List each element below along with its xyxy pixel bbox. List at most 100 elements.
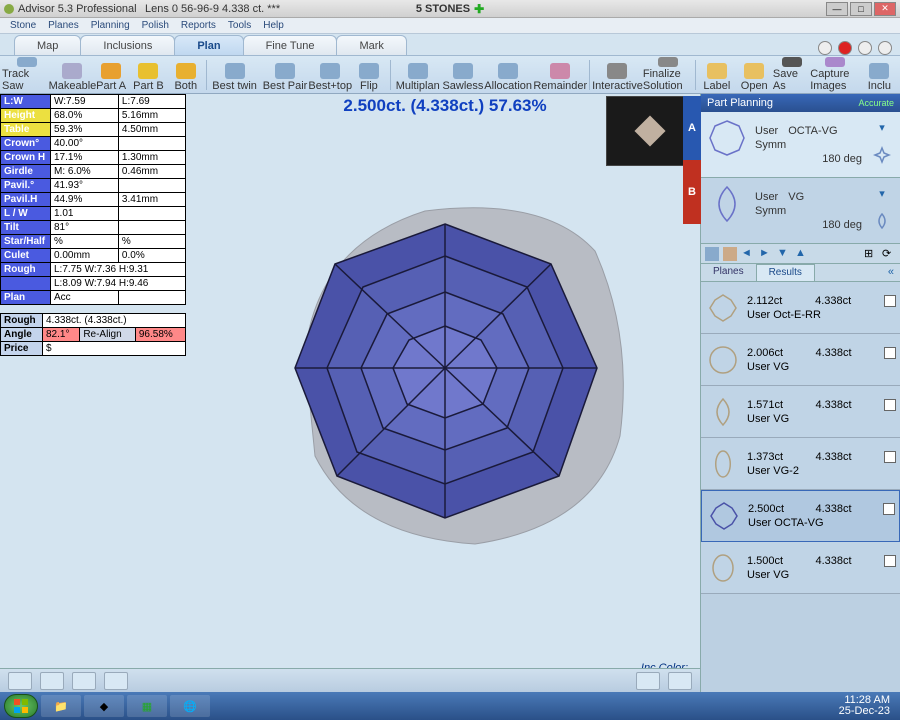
nav-back-icon[interactable] [818,41,832,55]
refresh-icon[interactable]: ⟳ [882,247,896,261]
result-row[interactable]: 2.112ct4.338ct User Oct-E-RR [701,282,900,334]
result-row[interactable]: 1.571ct4.338ct User VG [701,386,900,438]
task-chrome[interactable]: 🌐 [170,695,210,717]
part-planning-header: Part Planning Accurate [701,94,900,112]
subtab-results[interactable]: Results [756,264,815,281]
side-shape-icon[interactable] [872,211,892,234]
tab-mark[interactable]: Mark [336,35,406,55]
app-title: Advisor 5.3 Professional Lens 0 56-96-9 … [18,3,280,15]
settings-icon[interactable] [858,41,872,55]
collapse-icon[interactable]: « [882,264,900,281]
tab-part-b[interactable]: B [683,160,701,224]
arrow-up-icon[interactable]: ▲ [795,247,809,261]
tool-best-twin[interactable]: Best twin [209,57,259,93]
task-excel[interactable]: ▦ [127,695,167,717]
tool-open[interactable]: Open [736,57,773,93]
maximize-button[interactable]: □ [850,2,872,16]
tab-inclusions[interactable]: Inclusions [80,35,175,55]
result-row[interactable]: 1.373ct4.338ct User VG-2 [701,438,900,490]
accuracy-mode[interactable]: Accurate [858,98,894,108]
grid-icon[interactable]: ⊞ [864,247,878,261]
sub-tab-bar: PlanesResults « [701,264,900,282]
tool-part-a[interactable]: Part A [92,57,129,93]
chevron-down-icon[interactable]: ▾ [879,121,885,134]
tool-inclu[interactable]: Inclu [861,57,898,93]
results-list: 2.112ct4.338ct User Oct-E-RR 2.006ct4.33… [701,282,900,594]
sec-btn-4[interactable] [104,672,128,690]
tab-part-a[interactable]: A [683,96,701,160]
tool-part-b[interactable]: Part B [130,57,167,93]
menu-polish[interactable]: Polish [138,20,173,31]
tool-interactive[interactable]: Interactive [592,57,643,93]
result-ct: 2.112ct [747,295,782,307]
result-checkbox[interactable] [884,451,896,463]
slot-b[interactable]: UserVG Symm 180 deg ▾ [701,178,900,244]
param-lw: L:W [1,95,51,109]
result-checkbox[interactable] [884,555,896,567]
result-row[interactable]: 1.500ct4.338ct User VG [701,542,900,594]
param-crownh: Crown H [1,151,51,165]
task-explorer[interactable]: 📁 [41,695,81,717]
tool-icon-1[interactable] [705,247,719,261]
realign-button[interactable]: Re-Align [80,328,136,342]
minimize-button[interactable]: — [826,2,848,16]
tool-sawless[interactable]: Sawless [443,57,483,93]
tool-save-as[interactable]: Save As [773,57,810,93]
sec-btn-3[interactable] [72,672,96,690]
arrow-right-icon[interactable]: ► [759,247,773,261]
arrow-down-icon[interactable]: ▼ [777,247,791,261]
help-icon[interactable] [878,41,892,55]
tool-best-pair[interactable]: Best Pair [260,57,310,93]
tab-plan[interactable]: Plan [174,35,243,55]
record-icon[interactable] [838,41,852,55]
slot-a[interactable]: UserOCTA-VG Symm 180 deg ▾ [701,112,900,178]
subtab-planes[interactable]: Planes [701,264,756,281]
tool-capture-images[interactable]: Capture Images [810,57,860,93]
tool-label[interactable]: Label [698,57,735,93]
sec-btn-5[interactable] [636,672,660,690]
menu-reports[interactable]: Reports [177,20,220,31]
close-button[interactable]: ✕ [874,2,896,16]
result-checkbox[interactable] [884,295,896,307]
sec-btn-2[interactable] [40,672,64,690]
tool-flip[interactable]: Flip [350,57,387,93]
result-grade: User VG [747,413,896,425]
tool-makeable[interactable]: Makeable [52,57,92,93]
result-row[interactable]: 2.500ct4.338ct User OCTA-VG [701,490,900,542]
result-checkbox[interactable] [883,503,895,515]
result-grade: User OCTA-VG [748,517,895,529]
chevron-down-icon[interactable]: ▾ [879,187,885,200]
param-crown: Crown° [1,137,51,151]
result-checkbox[interactable] [884,347,896,359]
menu-planning[interactable]: Planning [87,20,134,31]
tool-finalize-solution[interactable]: Finalize Solution [643,57,693,93]
menu-help[interactable]: Help [259,20,288,31]
menu-tools[interactable]: Tools [224,20,255,31]
result-shape-icon [705,342,741,378]
side-shape-icon[interactable] [872,145,892,168]
tool-multiplan[interactable]: Multiplan [393,57,443,93]
tool-best+top[interactable]: Best+top [310,57,350,93]
result-shape-icon [705,550,741,586]
tab-fine-tune[interactable]: Fine Tune [243,35,338,55]
tab-map[interactable]: Map [14,35,81,55]
start-button[interactable] [4,694,38,718]
tool-icon-2[interactable] [723,247,737,261]
param-plan: Plan [1,291,51,305]
system-tray[interactable]: 11:28 AM 25-Dec-23 [839,695,896,717]
menu-stone[interactable]: Stone [6,20,40,31]
sec-btn-6[interactable] [668,672,692,690]
result-rough: 4.338ct [816,451,852,463]
sec-btn-1[interactable] [8,672,32,690]
result-checkbox[interactable] [884,399,896,411]
diamond-render[interactable] [245,156,645,566]
menu-planes[interactable]: Planes [44,20,83,31]
rough-thumbnail[interactable] [606,96,694,166]
result-row[interactable]: 2.006ct4.338ct User VG [701,334,900,386]
tool-remainder[interactable]: Remainder [533,57,587,93]
arrow-left-icon[interactable]: ◄ [741,247,755,261]
tool-allocation[interactable]: Allocation [483,57,533,93]
tool-both[interactable]: Both [167,57,204,93]
tool-track-saw[interactable]: Track Saw [2,57,52,93]
task-app[interactable]: ◆ [84,695,124,717]
